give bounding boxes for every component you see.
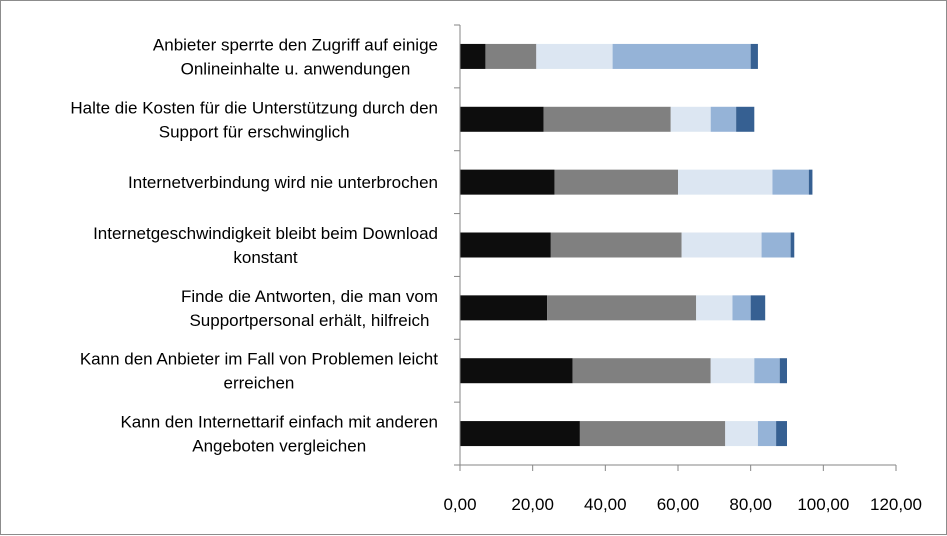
x-tick-label: 60,00 [657,495,700,514]
bar-segment-1-4 [612,43,751,69]
category-label-line: Internetgeschwindigkeit bleibt beim Down… [93,224,438,243]
bar-segment-3-3 [678,169,773,195]
x-tick-label: 120,00 [870,495,922,514]
bar-segment-5-2 [547,295,697,321]
category-label-line: Supportpersonal erhält, hilfreich [189,311,429,330]
bar-segment-1-5 [750,43,758,69]
bar-segment-4-5 [790,232,795,258]
bar-segment-3-1 [460,169,555,195]
bar-segment-3-4 [772,169,809,195]
bar-segment-6-1 [460,358,573,384]
bar-segment-4-2 [550,232,682,258]
category-label-line: erreichen [223,374,294,393]
category-label-line: Finde die Antworten, die man vom [181,287,438,306]
category-label: Kann den Internettarif einfach mit ander… [120,413,438,456]
category-label-line: Kann den Internettarif einfach mit ander… [120,413,438,432]
category-label: Internetverbindung wird nie unterbrochen [128,173,438,192]
bar-segment-2-5 [736,106,755,132]
x-tick-label: 80,00 [729,495,772,514]
bar-segment-2-2 [543,106,671,132]
category-label-line: Halte die Kosten für die Unterstützung d… [70,98,438,117]
x-tick-label: 20,00 [511,495,554,514]
bar-segment-6-4 [754,358,780,384]
bar-segment-7-2 [579,421,726,447]
bar-segment-6-2 [572,358,711,384]
category-label-line: Anbieter sperrte den Zugriff auf einige [153,35,438,54]
category-label-line: Onlineinhalte u. anwendungen [181,59,411,78]
bar-segment-1-3 [536,43,613,69]
bar-segment-7-1 [460,421,580,447]
bar-segment-1-1 [460,43,486,69]
bar-segment-3-5 [808,169,813,195]
x-tick-label: 100,00 [797,495,849,514]
x-tick-label: 40,00 [584,495,627,514]
category-label: Finde die Antworten, die man vom Supportp… [181,287,438,330]
bar-segment-6-5 [779,358,787,384]
bar-segment-2-4 [710,106,737,132]
bar-segment-7-5 [776,421,787,447]
category-label-line: Support für erschwinglich [159,122,350,141]
bar-segment-5-5 [750,295,766,321]
x-tick-label: 0,00 [443,495,476,514]
category-label-line: Angeboten vergleichen [192,437,366,456]
bar-segment-7-4 [757,421,777,447]
category-label: Halte die Kosten für die Unterstützung d… [70,98,438,141]
category-label: Anbieter sperrte den Zugriff auf einige O… [153,35,438,78]
bar-segment-7-3 [725,421,758,447]
bar-segment-5-3 [696,295,733,321]
category-label: Kann den Anbieter im Fall von Problemen … [80,350,438,393]
bar-segment-4-3 [681,232,762,258]
bar-segment-5-4 [732,295,751,321]
bar-segment-4-1 [460,232,551,258]
bar-segment-2-3 [670,106,711,132]
category-label-line: Internetverbindung wird nie unterbrochen [128,173,438,192]
bar-segment-1-2 [485,43,537,69]
category-label-line: konstant [233,248,298,267]
bar-segment-4-4 [761,232,791,258]
bar-segment-2-1 [460,106,544,132]
bar-segment-6-3 [710,358,755,384]
category-label-line: Kann den Anbieter im Fall von Problemen … [80,350,438,369]
bar-segment-3-2 [554,169,678,195]
bar-segment-5-1 [460,295,548,321]
category-label: Internetgeschwindigkeit bleibt beim Down… [93,224,438,267]
